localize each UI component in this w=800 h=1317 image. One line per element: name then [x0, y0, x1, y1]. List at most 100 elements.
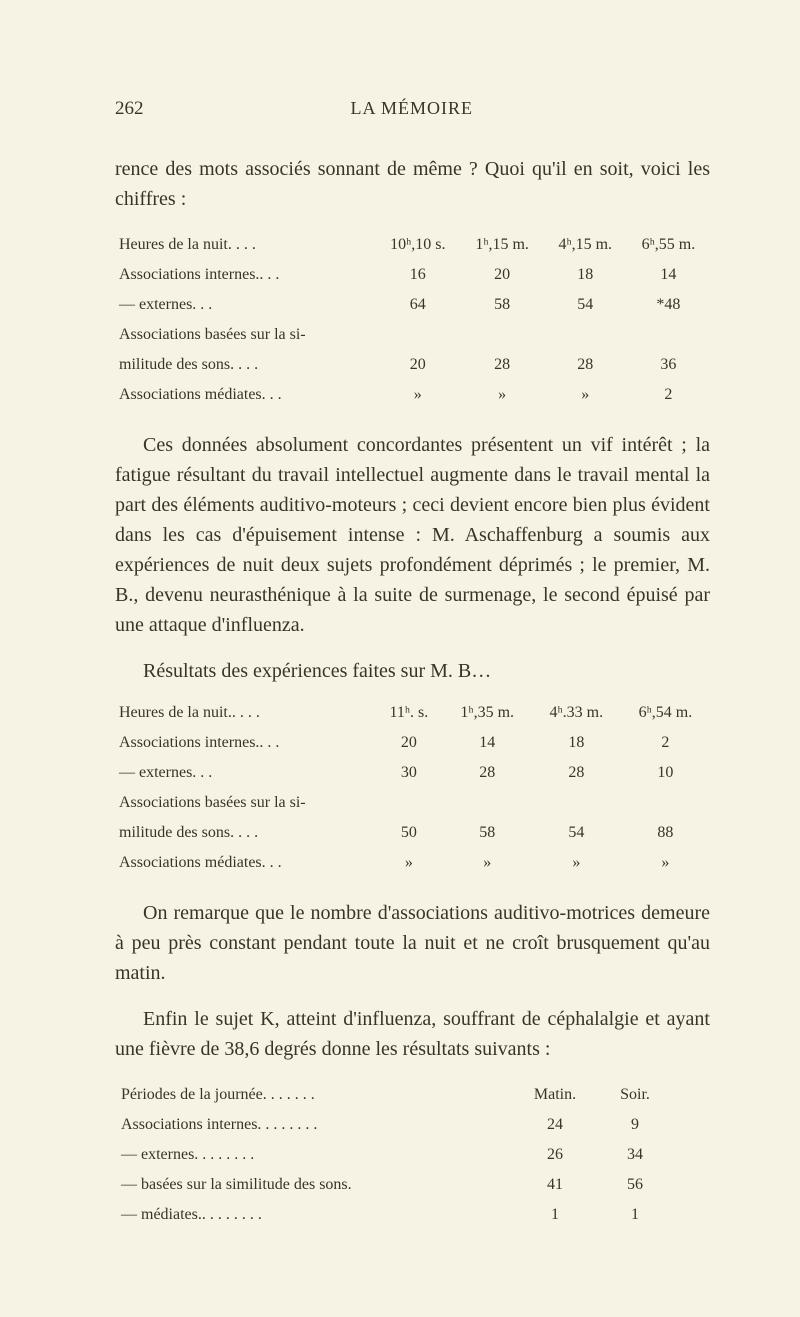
table-row: Heures de la nuit.. . . .11ʰ. s.1ʰ,35 m.…	[115, 698, 710, 728]
cell: 16	[375, 260, 461, 290]
row-label: Périodes de la journée. . . . . . .	[115, 1080, 515, 1110]
row-label: militude des sons. . . .	[115, 818, 375, 848]
cell	[621, 788, 710, 818]
table-row: Associations basées sur la si-	[115, 788, 710, 818]
cell: Soir.	[595, 1080, 675, 1110]
cell: 26	[515, 1140, 595, 1170]
cell: 54	[544, 290, 627, 320]
cell: 20	[461, 260, 544, 290]
cell: 14	[443, 728, 532, 758]
table-row: Périodes de la journée. . . . . . .Matin…	[115, 1080, 675, 1110]
table-row: — médiates.. . . . . . . .11	[115, 1200, 675, 1230]
running-header: 262 LA MÉMOIRE	[115, 95, 710, 124]
cell: 11ʰ. s.	[375, 698, 443, 728]
cell: 28	[443, 758, 532, 788]
cell: 10	[621, 758, 710, 788]
cell: 20	[375, 350, 461, 380]
table-row: Associations médiates. . .»»»»	[115, 848, 710, 878]
table-3: Périodes de la journée. . . . . . .Matin…	[115, 1080, 675, 1230]
table-row: Associations internes. . . . . . . .249	[115, 1110, 675, 1140]
cell: 4ʰ,15 m.	[544, 230, 627, 260]
row-label: Associations internes.. . .	[115, 728, 375, 758]
cell: 6ʰ,54 m.	[621, 698, 710, 728]
row-label: militude des sons. . . .	[115, 350, 375, 380]
table-row: — externes. . .645854*48	[115, 290, 710, 320]
cell	[375, 788, 443, 818]
cell: 54	[532, 818, 621, 848]
paragraph-1: rence des mots associés sonnant de même …	[115, 154, 710, 214]
table-row: militude des sons. . . .20282836	[115, 350, 710, 380]
row-label: Associations médiates. . .	[115, 848, 375, 878]
table-row: Associations médiates. . .»»»2	[115, 380, 710, 410]
row-label: Associations internes. . . . . . . .	[115, 1110, 515, 1140]
cell: 28	[461, 350, 544, 380]
cell: 14	[627, 260, 710, 290]
cell: 18	[544, 260, 627, 290]
cell	[532, 788, 621, 818]
row-label: — externes. . . . . . . .	[115, 1140, 515, 1170]
table-2: Heures de la nuit.. . . .11ʰ. s.1ʰ,35 m.…	[115, 698, 710, 878]
paragraph-3: Résultats des expériences faites sur M. …	[115, 656, 710, 686]
cell: 6ʰ,55 m.	[627, 230, 710, 260]
cell	[443, 788, 532, 818]
cell: 88	[621, 818, 710, 848]
table-row: Associations internes.. . .2014182	[115, 728, 710, 758]
cell: 50	[375, 818, 443, 848]
cell: Matin.	[515, 1080, 595, 1110]
cell: 18	[532, 728, 621, 758]
row-label: Associations internes.. . .	[115, 260, 375, 290]
row-label: Associations médiates. . .	[115, 380, 375, 410]
cell: 1ʰ,35 m.	[443, 698, 532, 728]
cell	[375, 320, 461, 350]
table-row: Heures de la nuit. . . .10ʰ,10 s.1ʰ,15 m…	[115, 230, 710, 260]
table-row: — basées sur la similitude des sons.4156	[115, 1170, 675, 1200]
cell: 1	[515, 1200, 595, 1230]
cell: 20	[375, 728, 443, 758]
cell: 4ʰ.33 m.	[532, 698, 621, 728]
running-title: LA MÉMOIRE	[351, 95, 474, 124]
table-row: militude des sons. . . .50585488	[115, 818, 710, 848]
cell	[627, 320, 710, 350]
row-label: Heures de la nuit. . . .	[115, 230, 375, 260]
table-row: — externes. . .30282810	[115, 758, 710, 788]
cell: 28	[532, 758, 621, 788]
row-label: — basées sur la similitude des sons.	[115, 1170, 515, 1200]
cell: 64	[375, 290, 461, 320]
cell: 24	[515, 1110, 595, 1140]
table-row: Associations basées sur la si-	[115, 320, 710, 350]
row-label: — externes. . .	[115, 290, 375, 320]
cell: 30	[375, 758, 443, 788]
row-label: Heures de la nuit.. . . .	[115, 698, 375, 728]
cell: 1ʰ,15 m.	[461, 230, 544, 260]
cell: 28	[544, 350, 627, 380]
table-row: Associations internes.. . .16201814	[115, 260, 710, 290]
row-label: Associations basées sur la si-	[115, 788, 375, 818]
cell: »	[621, 848, 710, 878]
cell: 2	[621, 728, 710, 758]
cell: 2	[627, 380, 710, 410]
cell	[544, 320, 627, 350]
paragraph-5: Enfin le sujet K, atteint d'influenza, s…	[115, 1004, 710, 1064]
cell: 36	[627, 350, 710, 380]
cell: 9	[595, 1110, 675, 1140]
cell: »	[544, 380, 627, 410]
cell	[461, 320, 544, 350]
cell: »	[375, 848, 443, 878]
row-label: Associations basées sur la si-	[115, 320, 375, 350]
paragraph-2: Ces données absolument concordantes prés…	[115, 430, 710, 640]
paragraph-4: On remarque que le nombre d'associations…	[115, 898, 710, 988]
cell: *48	[627, 290, 710, 320]
cell: 1	[595, 1200, 675, 1230]
table-row: — externes. . . . . . . .2634	[115, 1140, 675, 1170]
cell: 58	[443, 818, 532, 848]
row-label: — externes. . .	[115, 758, 375, 788]
cell: »	[461, 380, 544, 410]
cell: »	[532, 848, 621, 878]
cell: »	[375, 380, 461, 410]
cell: 34	[595, 1140, 675, 1170]
cell: 41	[515, 1170, 595, 1200]
cell: »	[443, 848, 532, 878]
cell: 56	[595, 1170, 675, 1200]
row-label: — médiates.. . . . . . . .	[115, 1200, 515, 1230]
cell: 10ʰ,10 s.	[375, 230, 461, 260]
